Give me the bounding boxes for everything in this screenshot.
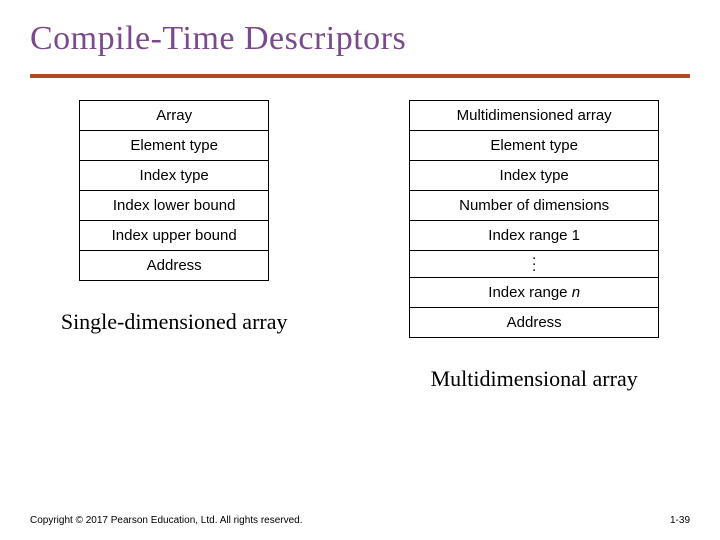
- cell-index-range-n: Index range n: [410, 278, 659, 308]
- table-row: Address: [410, 308, 659, 338]
- table-row: Multidimensioned array: [410, 101, 659, 131]
- content-area: Array Element type Index type Index lowe…: [0, 100, 720, 392]
- table-row: Number of dimensions: [410, 191, 659, 221]
- right-column: Multidimensioned array Element type Inde…: [409, 100, 659, 392]
- table-row: Index lower bound: [80, 191, 269, 221]
- copyright-text: Copyright © 2017 Pearson Education, Ltd.…: [30, 515, 303, 526]
- cell: Index range 1: [410, 221, 659, 251]
- cell: Element type: [80, 131, 269, 161]
- page-title: Compile-Time Descriptors: [30, 20, 406, 58]
- table-row: Index range 1: [410, 221, 659, 251]
- table-row: Array: [80, 101, 269, 131]
- table-row: Element type: [410, 131, 659, 161]
- table-row: Element type: [80, 131, 269, 161]
- cell: Index type: [410, 161, 659, 191]
- single-array-descriptor-table: Array Element type Index type Index lowe…: [79, 100, 269, 281]
- cell: Array: [80, 101, 269, 131]
- page-number: 1-39: [670, 515, 690, 526]
- table-row: Address: [80, 251, 269, 281]
- cell: Number of dimensions: [410, 191, 659, 221]
- cell: Index upper bound: [80, 221, 269, 251]
- table-row: Index type: [80, 161, 269, 191]
- cell-var: n: [572, 284, 580, 301]
- ellipsis-cell: ···: [410, 251, 659, 278]
- multi-array-descriptor-table: Multidimensioned array Element type Inde…: [409, 100, 659, 338]
- cell: Element type: [410, 131, 659, 161]
- cell: Index lower bound: [80, 191, 269, 221]
- table-row: Index type: [410, 161, 659, 191]
- cell: Address: [80, 251, 269, 281]
- table-row: Index range n: [410, 278, 659, 308]
- table-row: Index upper bound: [80, 221, 269, 251]
- left-caption: Single-dimensioned array: [61, 309, 288, 335]
- cell: Address: [410, 308, 659, 338]
- slide: Compile-Time Descriptors Array Element t…: [0, 0, 720, 540]
- table-row: ···: [410, 251, 659, 278]
- title-rule: [30, 74, 690, 78]
- cell: Multidimensioned array: [410, 101, 659, 131]
- right-caption: Multidimensional array: [431, 366, 638, 392]
- cell-prefix: Index range: [488, 284, 571, 301]
- cell: Index type: [80, 161, 269, 191]
- left-column: Array Element type Index type Index lowe…: [61, 100, 288, 335]
